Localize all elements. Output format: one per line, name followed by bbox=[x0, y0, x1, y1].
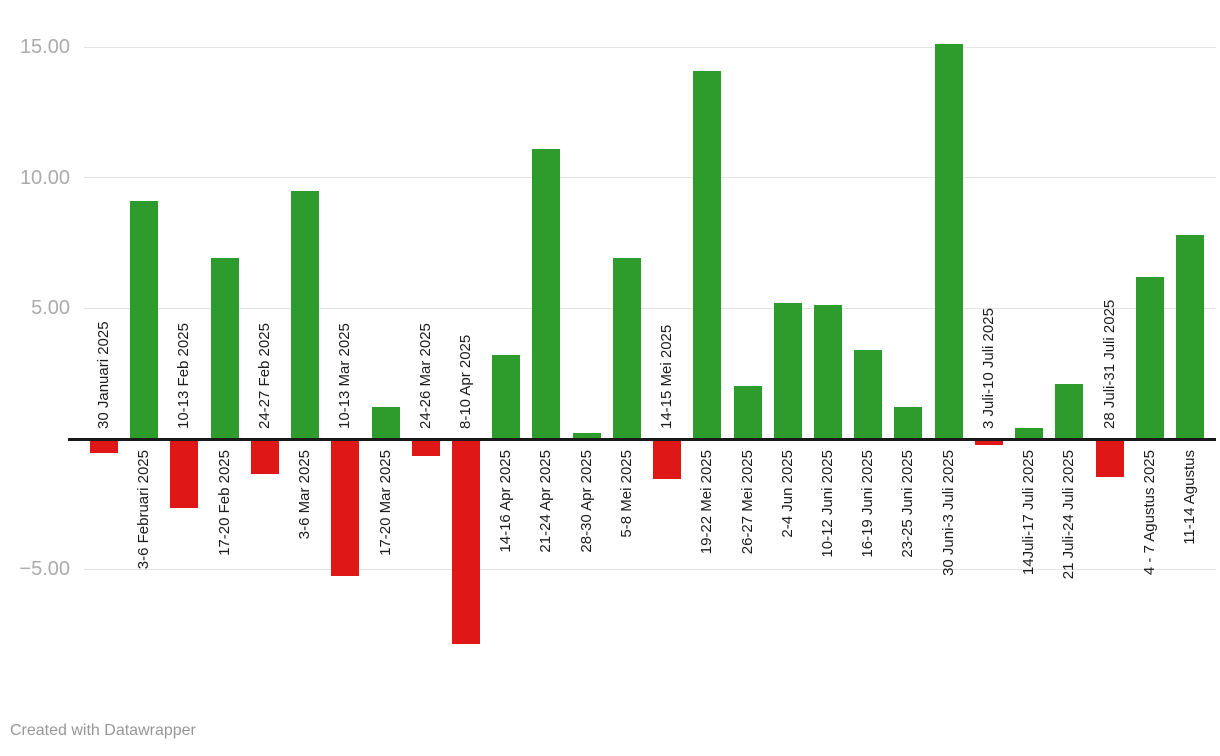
bar-positive bbox=[1015, 428, 1044, 439]
bar-negative bbox=[170, 440, 199, 508]
bar-category-label: 30 Juni-3 Juli 2025 bbox=[939, 450, 957, 576]
bar-positive bbox=[773, 302, 802, 439]
bar-category-label: 3 Juli-10 Juli 2025 bbox=[979, 308, 997, 429]
bar-positive bbox=[733, 386, 762, 439]
bar-positive bbox=[934, 44, 963, 439]
bar-category-label: 23-25 Juni 2025 bbox=[899, 450, 917, 558]
bar-category-label: 21-24 Apr 2025 bbox=[537, 450, 555, 553]
bar-category-label: 2-4 Jun 2025 bbox=[778, 450, 796, 538]
bar-positive bbox=[693, 70, 722, 439]
y-axis-tick-label: 10.00 bbox=[19, 166, 70, 189]
gridline bbox=[84, 177, 1216, 178]
bar-category-label: 19-22 Mei 2025 bbox=[698, 450, 716, 555]
bar-category-label: 28 Juli-31 Juli 2025 bbox=[1100, 299, 1118, 429]
bar-negative bbox=[452, 440, 480, 644]
bar-negative bbox=[1095, 440, 1124, 477]
bar-positive bbox=[572, 433, 601, 439]
bar-category-label: 4 - 7 Agustus 2025 bbox=[1140, 450, 1158, 576]
bar-positive bbox=[894, 407, 923, 439]
bar-negative bbox=[90, 440, 118, 454]
bar-category-label: 17-20 Feb 2025 bbox=[215, 450, 233, 556]
bar-category-label: 24-26 Mar 2025 bbox=[416, 323, 434, 429]
bar-negative bbox=[974, 440, 1003, 446]
bar-positive bbox=[371, 407, 400, 439]
bar-category-label: 3-6 Februari 2025 bbox=[135, 450, 153, 570]
bar-category-label: 14-16 Apr 2025 bbox=[497, 450, 515, 553]
y-axis-tick-label: 5.00 bbox=[31, 297, 70, 319]
bar-positive bbox=[1055, 383, 1084, 439]
bar-category-label: 8-10 Apr 2025 bbox=[457, 334, 474, 429]
bar-category-label: 14-15 Mei 2025 bbox=[658, 324, 676, 429]
bar-negative bbox=[411, 440, 440, 456]
bar-category-label: 10-12 Juni 2025 bbox=[819, 450, 836, 558]
bar-category-label: 5-8 Mei 2025 bbox=[617, 450, 635, 538]
bar-category-label: 3-6 Mar 2025 bbox=[296, 450, 314, 540]
bar-category-label: 26-27 Mei 2025 bbox=[738, 450, 756, 555]
bar-category-label: 21 Juli-24 Juli 2025 bbox=[1060, 450, 1078, 580]
bar-positive bbox=[612, 258, 641, 439]
bar-positive bbox=[1135, 276, 1164, 439]
datawrapper-credit[interactable]: Created with Datawrapper bbox=[10, 722, 196, 739]
bar-category-label: 10-13 Mar 2025 bbox=[336, 323, 354, 429]
zero-axis-line bbox=[68, 437, 1216, 441]
bar-negative bbox=[653, 440, 682, 480]
bar-positive bbox=[854, 349, 883, 439]
gridline bbox=[84, 568, 1216, 570]
bar-positive bbox=[291, 190, 320, 439]
bar-positive bbox=[1175, 234, 1204, 439]
bar-category-label: 14Juli-17 Juli 2025 bbox=[1020, 450, 1038, 576]
bar-negative bbox=[331, 440, 360, 576]
bar-positive bbox=[492, 355, 521, 439]
y-axis-tick-label: 15.00 bbox=[19, 36, 70, 58]
bar-category-label: 24-27 Feb 2025 bbox=[255, 323, 273, 429]
bar-positive bbox=[532, 148, 561, 439]
y-axis-tick-label: −5.00 bbox=[19, 558, 70, 580]
bar-category-label: 11-14 Agustus bbox=[1180, 450, 1198, 545]
gridline bbox=[84, 46, 1216, 48]
bar-positive bbox=[130, 201, 159, 439]
bar-category-label: 16-19 Juni 2025 bbox=[859, 450, 877, 558]
bar-category-label: 30 Januari 2025 bbox=[95, 321, 112, 429]
bar-category-label: 10-13 Feb 2025 bbox=[175, 323, 193, 429]
bar-positive bbox=[814, 305, 842, 439]
bar-positive bbox=[210, 258, 239, 439]
bar-category-label: 17-20 Mar 2025 bbox=[376, 450, 394, 556]
bar-category-label: 28-30 Apr 2025 bbox=[577, 450, 595, 553]
bar-negative bbox=[250, 440, 279, 474]
gridline bbox=[84, 307, 1216, 309]
